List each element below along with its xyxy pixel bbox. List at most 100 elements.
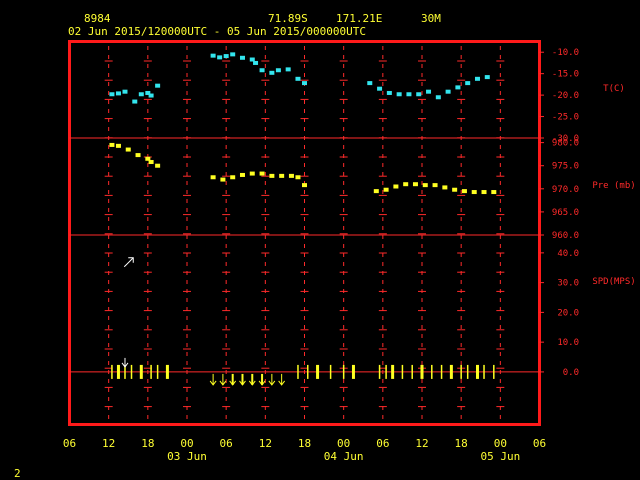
- y-tick-label: 980.0: [552, 139, 579, 149]
- temperature-point: [259, 68, 265, 73]
- pressure-point: [491, 190, 497, 195]
- temperature-point: [302, 81, 307, 86]
- x-tick-label: 06: [220, 437, 233, 450]
- x-tick-label: 12: [415, 437, 428, 450]
- pressure-point: [155, 163, 161, 168]
- labels-layer: -10.0 -15.0 -20.0 -25.0 -30.0 T(C) 980.0 975.0 9…: [63, 48, 636, 463]
- pressure-point: [442, 185, 448, 190]
- pressure-point: [210, 175, 216, 180]
- temperature-point: [474, 76, 480, 81]
- temperature-point: [132, 99, 138, 104]
- temperature-point: [377, 86, 383, 91]
- y-tick-label: -25.0: [552, 113, 579, 123]
- station-lat: 71.89S: [268, 12, 308, 25]
- panel-ylabel: T(C): [603, 84, 625, 94]
- temperature-point: [223, 54, 229, 59]
- x-date-label: 03 Jun: [167, 450, 207, 463]
- x-tick-label: 12: [102, 437, 115, 450]
- pressure-point: [471, 190, 477, 195]
- x-tick-label: 06: [376, 437, 389, 450]
- temperature-point: [155, 83, 161, 88]
- temperature-point: [445, 89, 451, 94]
- pressure-point: [383, 187, 389, 192]
- y-tick-label: 960.0: [552, 231, 579, 241]
- pressure-point: [220, 177, 226, 182]
- station-lon: 171.21E: [336, 12, 382, 25]
- temperature-point: [253, 60, 259, 65]
- temperature-point: [396, 92, 402, 97]
- x-tick-label: 00: [337, 437, 350, 450]
- pressure-point: [259, 171, 265, 176]
- pressure-point: [295, 175, 301, 180]
- panel-ylabel: Pre (mb): [592, 181, 635, 191]
- pressure-point: [239, 172, 245, 177]
- x-date-label: 04 Jun: [324, 450, 364, 463]
- pressure-point: [452, 187, 458, 192]
- y-tick-label: 40.0: [557, 249, 579, 259]
- temperature-point: [269, 70, 275, 75]
- pressure-point: [393, 184, 399, 189]
- pressure-point: [135, 153, 141, 158]
- y-tick-label: -30.0: [552, 134, 579, 144]
- temperature-point: [406, 92, 412, 97]
- x-tick-label: 00: [180, 437, 193, 450]
- y-tick-label: 970.0: [552, 185, 579, 195]
- temperature-point: [138, 92, 144, 97]
- pressure-point: [109, 142, 115, 147]
- pressure-point: [432, 183, 438, 188]
- series-layer: [109, 52, 497, 386]
- pressure-point: [148, 160, 154, 165]
- wind-arrow-head: [121, 362, 129, 368]
- wind-arrow: [123, 257, 134, 268]
- y-tick-label: -10.0: [552, 48, 579, 58]
- y-tick-label: 20.0: [557, 308, 579, 318]
- temperature-point: [115, 91, 121, 96]
- temperature-point: [148, 93, 154, 98]
- wind-arrow-head: [239, 380, 246, 386]
- x-tick-label: 00: [494, 437, 507, 450]
- pressure-point: [373, 189, 379, 194]
- temperature-point: [275, 68, 281, 73]
- pressure-point: [269, 173, 275, 178]
- x-tick-label: 06: [63, 437, 76, 450]
- temperature-point: [465, 81, 471, 86]
- wind-arrow-head: [128, 257, 134, 263]
- pressure-point: [461, 189, 467, 194]
- pressure-point: [288, 173, 294, 178]
- temperature-point: [210, 53, 216, 58]
- temperature-point: [484, 75, 490, 80]
- grid-layer: [69, 46, 540, 420]
- temperature-point: [230, 52, 236, 57]
- y-tick-label: 975.0: [552, 162, 579, 172]
- y-tick-label: -15.0: [552, 70, 579, 80]
- pressure-point: [422, 183, 428, 188]
- time-range: 02 Jun 2015/120000UTC - 05 Jun 2015/0000…: [68, 25, 366, 38]
- x-tick-label: 12: [259, 437, 272, 450]
- temperature-point: [122, 89, 128, 94]
- pressure-point: [115, 143, 121, 148]
- x-date-label: 05 Jun: [480, 450, 520, 463]
- x-tick-label: 06: [533, 437, 546, 450]
- temperature-point: [145, 90, 151, 95]
- temperature-point: [217, 55, 223, 60]
- x-tick-label: 18: [298, 437, 311, 450]
- wind-arrow-head: [278, 380, 286, 386]
- pressure-point: [145, 156, 151, 161]
- temperature-point: [109, 92, 115, 97]
- temperature-point: [239, 55, 245, 60]
- wind-arrow-head: [258, 380, 266, 386]
- pressure-point: [249, 171, 255, 176]
- temperature-point: [295, 76, 301, 81]
- temperature-point: [249, 57, 255, 62]
- pressure-point: [279, 173, 285, 178]
- wind-arrow-head: [209, 380, 217, 386]
- wind-arrow-head: [229, 380, 237, 386]
- pressure-point: [481, 190, 487, 195]
- x-tick-label: 18: [455, 437, 468, 450]
- pressure-point: [230, 175, 236, 180]
- x-tick-label: 18: [141, 437, 154, 450]
- pressure-point: [302, 183, 307, 188]
- temperature-point: [416, 92, 422, 97]
- panel-ylabel: SPD(MPS): [592, 277, 635, 287]
- temperature-point: [367, 81, 373, 86]
